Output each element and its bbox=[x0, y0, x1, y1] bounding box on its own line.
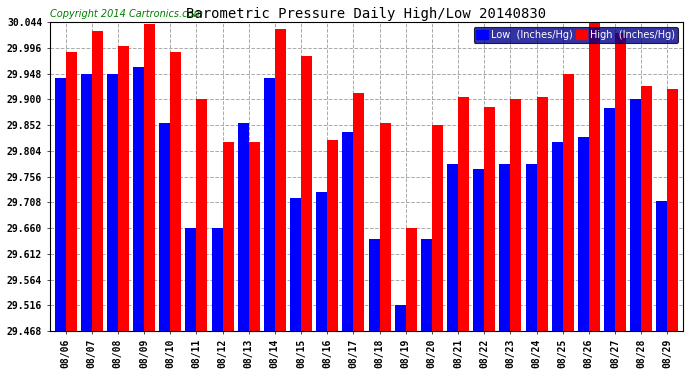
Bar bbox=[537, 97, 547, 331]
Bar bbox=[144, 24, 155, 331]
Bar bbox=[248, 142, 259, 331]
Bar bbox=[264, 78, 275, 331]
Bar bbox=[511, 99, 522, 331]
Bar bbox=[562, 74, 573, 331]
Bar bbox=[421, 239, 432, 331]
Bar bbox=[458, 97, 469, 331]
Bar bbox=[107, 74, 118, 331]
Bar bbox=[578, 137, 589, 331]
Bar bbox=[212, 228, 223, 331]
Bar bbox=[656, 201, 667, 331]
Bar bbox=[484, 107, 495, 331]
Bar bbox=[290, 198, 301, 331]
Bar bbox=[380, 123, 391, 331]
Bar bbox=[66, 52, 77, 331]
Bar bbox=[197, 99, 208, 331]
Bar bbox=[301, 56, 312, 331]
Bar bbox=[223, 142, 233, 331]
Bar bbox=[55, 78, 66, 331]
Legend: Low  (Inches/Hg), High  (Inches/Hg): Low (Inches/Hg), High (Inches/Hg) bbox=[473, 27, 678, 43]
Bar bbox=[368, 239, 380, 331]
Bar bbox=[630, 99, 641, 331]
Bar bbox=[641, 87, 652, 331]
Bar bbox=[170, 52, 181, 331]
Bar bbox=[81, 74, 92, 331]
Bar bbox=[342, 132, 353, 331]
Title: Barometric Pressure Daily High/Low 20140830: Barometric Pressure Daily High/Low 20140… bbox=[186, 7, 546, 21]
Bar bbox=[327, 140, 338, 331]
Bar bbox=[500, 164, 511, 331]
Bar bbox=[118, 46, 129, 331]
Bar bbox=[604, 108, 615, 331]
Bar bbox=[447, 164, 458, 331]
Bar bbox=[667, 88, 678, 331]
Bar bbox=[615, 33, 626, 331]
Bar bbox=[526, 164, 537, 331]
Bar bbox=[159, 123, 170, 331]
Bar bbox=[186, 228, 197, 331]
Bar bbox=[589, 22, 600, 331]
Bar bbox=[316, 192, 327, 331]
Bar bbox=[395, 305, 406, 331]
Bar bbox=[473, 169, 484, 331]
Bar bbox=[238, 123, 248, 331]
Bar bbox=[92, 31, 103, 331]
Bar bbox=[552, 142, 562, 331]
Text: Copyright 2014 Cartronics.com: Copyright 2014 Cartronics.com bbox=[50, 9, 203, 19]
Bar bbox=[133, 67, 144, 331]
Bar bbox=[432, 125, 443, 331]
Bar bbox=[406, 228, 417, 331]
Bar bbox=[353, 93, 364, 331]
Bar bbox=[275, 28, 286, 331]
